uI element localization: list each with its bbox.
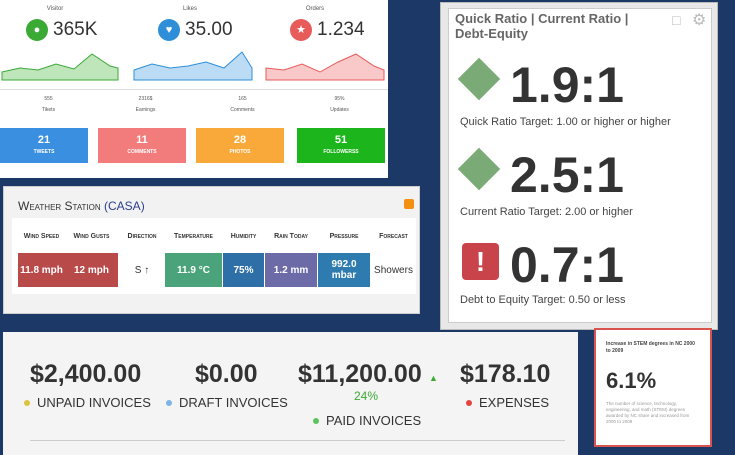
visitor-icon: ● bbox=[26, 19, 48, 41]
ratio-target: Quick Ratio Target: 1.00 or higher or hi… bbox=[460, 116, 671, 128]
ratio-target: Current Ratio Target: 2.00 or higher bbox=[460, 206, 633, 218]
likes-icon: ♥ bbox=[158, 19, 180, 41]
weather-title-main: Weather Station bbox=[18, 199, 101, 213]
invoice-widget bbox=[3, 332, 578, 455]
tile-label: COMMENTS bbox=[127, 149, 157, 155]
rss-icon[interactable] bbox=[404, 199, 414, 209]
tile-label: PHOTOS bbox=[229, 149, 251, 155]
stat-label: Visitor bbox=[46, 6, 64, 12]
tile-label: FOLLOWERSS bbox=[323, 149, 359, 155]
weather-header: Humidity bbox=[230, 232, 257, 240]
stem-card bbox=[594, 328, 712, 447]
legend-dot bbox=[166, 399, 172, 406]
ratio-value: 2.5:1 bbox=[510, 147, 624, 203]
counter-value: 555 bbox=[44, 96, 53, 102]
tile[interactable]: 51 FOLLOWERSS bbox=[297, 128, 385, 163]
weather-header: Temperature bbox=[174, 232, 213, 240]
divider bbox=[30, 440, 565, 441]
tile-value: 51 bbox=[334, 134, 348, 146]
counter: 95% Updates bbox=[291, 96, 388, 113]
visitor-sparkline bbox=[1, 53, 119, 81]
weather-header: Rain Today bbox=[274, 232, 308, 240]
counter-label: Earnings bbox=[135, 107, 156, 113]
invoice-value: $0.00 bbox=[195, 360, 258, 388]
invoice-label: UNPAID INVOICES bbox=[24, 395, 151, 410]
invoice-change: 24% bbox=[354, 389, 379, 403]
stem-value: 6.1% bbox=[606, 368, 657, 393]
weather-header: Wind Gusts bbox=[73, 232, 110, 240]
stat-label: Likes bbox=[182, 6, 197, 12]
weather-value: Showers bbox=[374, 264, 413, 276]
weather-title: Weather Station (CASA) bbox=[18, 199, 145, 213]
weather-value: 11.8 mph bbox=[18, 253, 65, 287]
weather-value: 12 mph bbox=[65, 253, 118, 287]
likes-sparkline bbox=[133, 51, 253, 81]
tile[interactable]: 21 TWEETS bbox=[0, 128, 88, 163]
invoice-label: DRAFT INVOICES bbox=[166, 395, 288, 410]
weather-header: Wind Speed bbox=[23, 232, 60, 240]
legend-dot bbox=[313, 417, 319, 424]
ratio-value: 0.7:1 bbox=[510, 237, 624, 293]
settings-icon[interactable]: ⚙ bbox=[692, 12, 707, 29]
orders-sparkline bbox=[265, 53, 385, 81]
counter-label: Comments bbox=[230, 107, 255, 113]
weather-header: Forecast bbox=[379, 232, 408, 240]
counter: 165 Comments bbox=[194, 96, 291, 113]
divider bbox=[0, 89, 388, 90]
stat-value: 35.00 bbox=[185, 19, 233, 40]
weather-value: 992.0 mbar bbox=[318, 253, 370, 287]
weather-title-suffix: (CASA) bbox=[104, 199, 145, 213]
ratio-target: Debt to Equity Target: 0.50 or less bbox=[460, 294, 626, 306]
invoice-label-text: UNPAID INVOICES bbox=[37, 395, 151, 410]
invoice-value: $178.10 bbox=[460, 360, 551, 388]
invoice-label-text: EXPENSES bbox=[479, 395, 550, 410]
weather-value: 11.9 °C bbox=[165, 253, 222, 287]
weather-value: S ↑ bbox=[134, 264, 150, 276]
counter-value: 2316$ bbox=[138, 96, 153, 102]
ratio-value: 1.9:1 bbox=[510, 57, 624, 113]
ratio-title: Quick Ratio | Current Ratio | Debt-Equit… bbox=[455, 11, 629, 41]
sparklines bbox=[1, 51, 385, 81]
tile-value: 28 bbox=[233, 134, 247, 146]
counter-value: 95% bbox=[334, 96, 345, 102]
tile[interactable]: 28 PHOTOS bbox=[196, 128, 284, 163]
invoice-value: $2,400.00 bbox=[30, 360, 142, 388]
legend-dot bbox=[466, 399, 472, 406]
tile-value: 11 bbox=[136, 134, 148, 146]
stat-label: Orders bbox=[305, 6, 325, 12]
counter: 555 Tikets bbox=[0, 96, 97, 113]
weather-header: Pressure bbox=[329, 232, 359, 240]
weather-value: 1.2 mm bbox=[265, 253, 317, 287]
stem-note: The number of science, technology, engin… bbox=[606, 401, 690, 424]
invoice-label-text: PAID INVOICES bbox=[326, 413, 422, 428]
invoice-label-text: DRAFT INVOICES bbox=[179, 395, 288, 410]
invoice-value: $11,200.00 bbox=[298, 360, 422, 388]
tile-value: 21 bbox=[37, 134, 51, 146]
up-arrow: ▲ bbox=[429, 373, 438, 383]
comment-icon[interactable]: □ bbox=[672, 12, 681, 28]
legend-dot bbox=[24, 399, 30, 406]
alert-icon: ! bbox=[462, 243, 499, 280]
stat-value: 1.234 bbox=[317, 19, 365, 40]
counter: 2316$ Earnings bbox=[97, 96, 194, 113]
invoice-label: EXPENSES bbox=[466, 395, 549, 410]
invoice-label: PAID INVOICES bbox=[313, 413, 421, 428]
weather-value: 75% bbox=[223, 253, 264, 287]
stat-value: 365K bbox=[53, 19, 98, 40]
counter-value: 165 bbox=[238, 96, 247, 102]
weather-header: Direction bbox=[127, 232, 157, 240]
tile[interactable]: 11 COMMENTS bbox=[98, 128, 186, 163]
orders-icon: ★ bbox=[290, 19, 312, 41]
tile-label: TWEETS bbox=[33, 149, 55, 155]
counter-label: Tikets bbox=[41, 107, 56, 113]
stem-title: Increase in STEM degrees in NC 2000 to 2… bbox=[606, 341, 695, 354]
counter-label: Updates bbox=[330, 107, 349, 113]
